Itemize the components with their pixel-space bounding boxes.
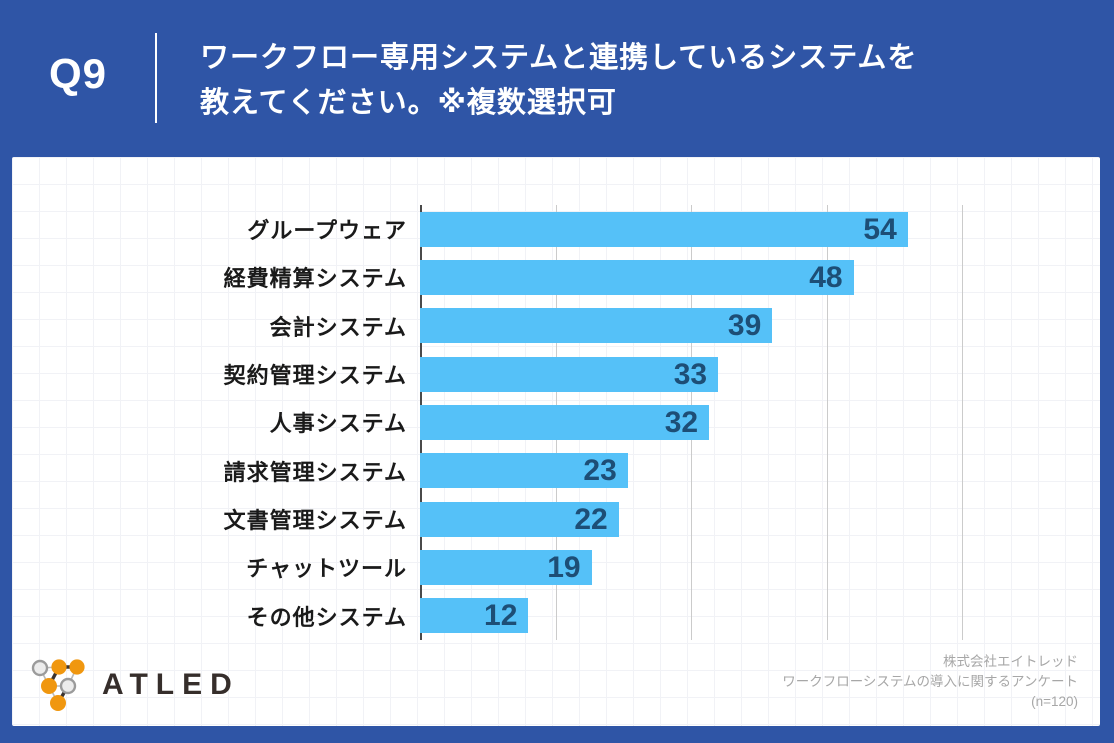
question-number: Q9 (48, 50, 108, 97)
bar: 54 (420, 211, 908, 247)
bar-track: 32 (420, 404, 1100, 440)
bar-track: 39 (420, 308, 1100, 344)
bar-chart: グループウェア 54 経費精算システム 48 会計システム 39 契約管理システム 33 人事シ… (12, 205, 1100, 640)
bar: 22 (420, 501, 619, 537)
category-label: 契約管理システム (223, 363, 407, 389)
bar-track: 22 (420, 501, 1100, 537)
page-title-line2: 教えてください。※複数選択可 (200, 87, 617, 119)
category-label: 人事システム (269, 411, 407, 437)
category-label: 会計システム (269, 314, 407, 340)
value-label: 39 (727, 309, 762, 343)
value-label: 19 (547, 550, 581, 584)
page-title: ワークフロー専用システムと連携しているシステムを 教えてください。※複数選択可 (200, 36, 917, 126)
source-survey-name: ワークフローシステムの導入に関するアンケート (782, 674, 1078, 689)
atled-logo: ATLED (30, 656, 240, 714)
bar-track: 54 (420, 211, 1100, 247)
bar-track: 23 (420, 453, 1100, 489)
bar-track: 33 (420, 356, 1100, 392)
value-label: 22 (574, 502, 608, 536)
chart-rows: グループウェア 54 経費精算システム 48 会計システム 39 契約管理システム 33 人事シ… (12, 205, 1100, 640)
chart-row: 文書管理システム 22 (12, 495, 1100, 543)
chart-row: チャットツール 19 (12, 543, 1100, 591)
bar-track: 12 (420, 598, 1100, 634)
chart-row: 会計システム 39 (12, 302, 1100, 350)
category-label: 請求管理システム (223, 459, 407, 485)
chart-row: 経費精算システム 48 (12, 253, 1100, 301)
category-label: 文書管理システム (223, 508, 407, 534)
question-header: Q9 ワークフロー専用システムと連携しているシステムを 教えてください。※複数選… (0, 0, 1114, 157)
chart-card: グループウェア 54 経費精算システム 48 会計システム 39 契約管理システム 33 人事シ… (12, 157, 1100, 726)
value-label: 32 (664, 405, 699, 439)
bar: 33 (420, 356, 719, 392)
value-label: 48 (809, 260, 843, 294)
source-sample-size: (n=120) (1031, 694, 1078, 709)
source-company: 株式会社エイトレッド (943, 654, 1078, 669)
chart-row: 請求管理システム 23 (12, 447, 1100, 495)
value-label: 23 (583, 454, 617, 488)
bar: 32 (420, 404, 710, 440)
bar-track: 48 (420, 259, 1100, 295)
bar: 39 (420, 308, 773, 344)
bar: 12 (420, 598, 529, 634)
category-label: グループウェア (247, 218, 407, 244)
chart-row: 人事システム 32 (12, 398, 1100, 446)
atled-logo-text: ATLED (102, 668, 240, 701)
bar: 23 (420, 453, 628, 489)
category-label: その他システム (246, 604, 407, 630)
value-label: 54 (863, 212, 897, 246)
header-divider (155, 33, 157, 123)
bar: 48 (420, 259, 854, 295)
page-title-line1: ワークフロー専用システムと連携しているシステムを (200, 42, 918, 74)
value-label: 33 (673, 357, 708, 391)
chart-row: 契約管理システム 33 (12, 350, 1100, 398)
chart-row: グループウェア 54 (12, 205, 1100, 253)
value-label: 12 (484, 599, 518, 633)
category-label: チャットツール (246, 556, 407, 582)
chart-row: その他システム 12 (12, 592, 1100, 640)
atled-logo-icon (31, 659, 85, 711)
source-attribution: 株式会社エイトレッド ワークフローシステムの導入に関するアンケート (n=120… (782, 652, 1078, 712)
category-label: 経費精算システム (223, 266, 407, 292)
bar: 19 (420, 549, 592, 585)
bar-track: 19 (420, 549, 1100, 585)
